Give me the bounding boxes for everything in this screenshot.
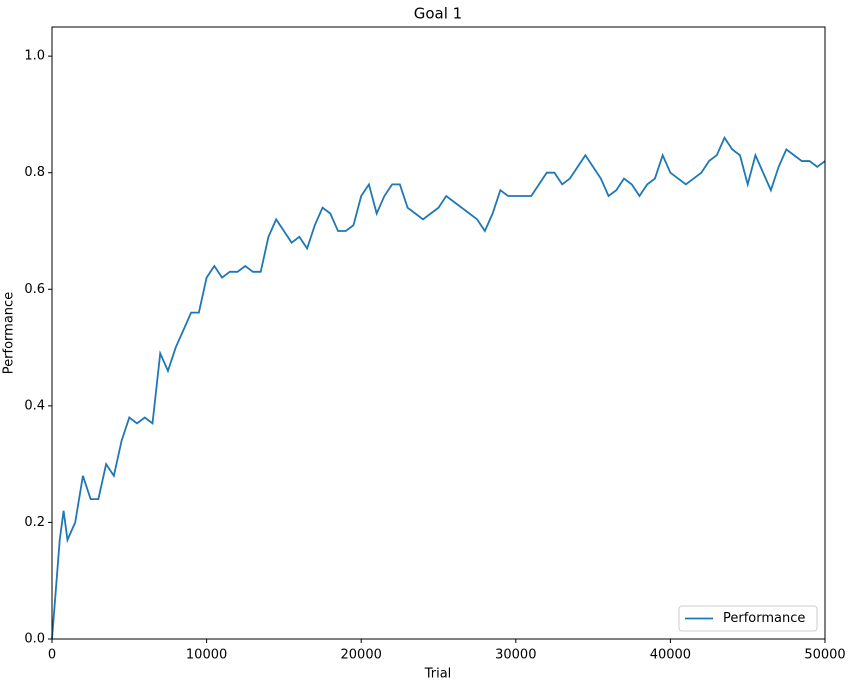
y-tick-label: 0.4	[24, 398, 45, 413]
line	[51, 135, 826, 640]
y-tick-label: 0.2	[24, 515, 45, 530]
y-tick-label: 0.0	[24, 632, 45, 647]
x-tick-label: 0	[48, 648, 56, 663]
plot-frame	[51, 26, 826, 640]
x-axis-label: Trial	[424, 667, 452, 680]
x-tick-label: 10000	[186, 648, 227, 663]
y-axis-label: Performance	[2, 292, 17, 374]
y-tick-label: 0.6	[24, 282, 45, 297]
y-tick-label: 0.8	[24, 165, 45, 180]
chart-title: Goal 1	[414, 5, 462, 23]
x-tick-label: 50000	[804, 648, 845, 663]
legend-label: Performance	[723, 611, 805, 626]
legend-box	[678, 605, 818, 632]
x-tick-label: 30000	[495, 648, 536, 663]
x-tick-label: 20000	[341, 648, 382, 663]
x-tick-label: 40000	[650, 648, 691, 663]
y-tick-label: 1.0	[24, 49, 45, 64]
